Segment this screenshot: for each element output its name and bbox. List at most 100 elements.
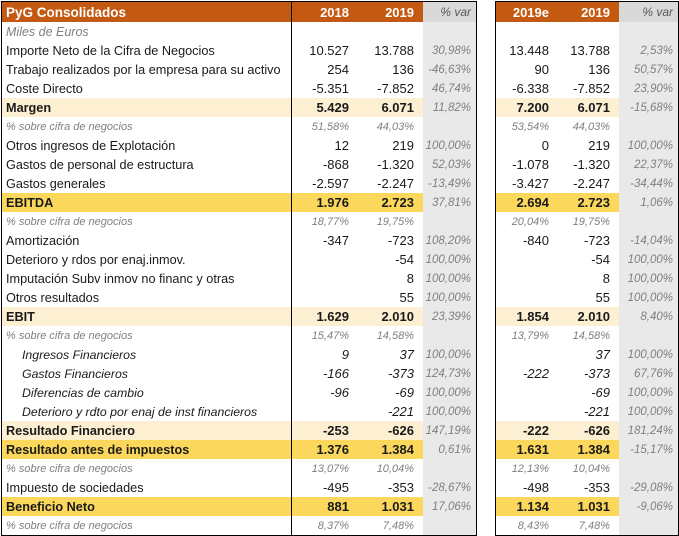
cell-2019e: 20,04% xyxy=(511,215,549,228)
row-label: % sobre cifra de negocios xyxy=(2,516,292,535)
cell-2019: 1.031 xyxy=(358,497,423,516)
row-label: Otros ingresos de Explotación xyxy=(2,136,292,155)
cell-2019: -69 xyxy=(591,385,610,400)
row-label: Resultado Financiero xyxy=(2,421,292,440)
cell-var-2018-2019: 100,00% xyxy=(423,383,476,402)
row-label: % sobre cifra de negocios xyxy=(2,326,292,345)
cell-var-2018-2019: 100,00% xyxy=(423,288,476,307)
cell-2018 xyxy=(292,22,358,41)
cell-2019: 44,03% xyxy=(572,120,610,133)
cell-var-2019e-2019: 100,00% xyxy=(619,269,678,288)
cell-2019: 10,04% xyxy=(572,462,610,475)
cell-var-2019e-2019: -14,04% xyxy=(619,231,678,250)
cell-var-2018-2019: 52,03% xyxy=(423,155,476,174)
cell-2019: 8 xyxy=(406,271,414,286)
cell-var-2018-2019: 46,74% xyxy=(423,79,476,98)
cell-var-2018-2019: -46,63% xyxy=(423,60,476,79)
cell-var-2018-2019: 11,82% xyxy=(423,98,476,117)
cell-2019: -7.852 xyxy=(573,81,610,96)
row-label: Margen xyxy=(2,98,292,117)
cell-2018: 9 xyxy=(341,347,349,362)
cell-var-2019e-2019 xyxy=(619,117,678,136)
cell-2018: 51,58% xyxy=(311,120,349,133)
cell-var-2019e-2019: 1,06% xyxy=(619,193,678,212)
cell-2019: -7.852 xyxy=(377,81,414,96)
cell-2019: 219 xyxy=(588,138,610,153)
cell-var-2018-2019: 100,00% xyxy=(423,250,476,269)
cell-2019: -373 xyxy=(387,366,414,381)
cell-2019e: 90 xyxy=(534,62,549,77)
cell-var-2018-2019 xyxy=(423,459,476,478)
row-label: Importe Neto de la Cifra de Negocios xyxy=(2,41,292,60)
cell-2018 xyxy=(292,288,358,307)
cell-2019: -221 xyxy=(583,404,610,419)
pnl-table-estimate-vs-actual: 2019e 2019 % var 13.448 13.788 2,53% 90 136 5… xyxy=(495,1,679,536)
cell-2019: -54 xyxy=(395,252,414,267)
column-header-2018: 2018 xyxy=(292,2,358,22)
cell-2019e xyxy=(496,250,558,269)
cell-2019e: -3.427 xyxy=(512,176,549,191)
cell-2019: 2.010 xyxy=(558,307,619,326)
cell-2019: 37 xyxy=(399,347,414,362)
cell-2019e: 7.200 xyxy=(496,98,558,117)
cell-var-2019e-2019: 50,57% xyxy=(619,60,678,79)
cell-var-2019e-2019: 22,37% xyxy=(619,155,678,174)
cell-2019: 55 xyxy=(399,290,414,305)
cell-var-2019e-2019: 100,00% xyxy=(619,288,678,307)
cell-2019: -1.320 xyxy=(573,157,610,172)
cell-2018: -868 xyxy=(322,157,349,172)
cell-var-2019e-2019: -29,08% xyxy=(619,478,678,497)
cell-2019: 44,03% xyxy=(376,120,414,133)
cell-2019: -221 xyxy=(387,404,414,419)
cell-2019e xyxy=(496,288,558,307)
cell-var-2018-2019: 100,00% xyxy=(423,402,476,421)
row-label: Diferencias de cambio xyxy=(2,383,292,402)
cell-2019: -2.247 xyxy=(377,176,414,191)
cell-2019: 6.071 xyxy=(558,98,619,117)
cell-2019: 55 xyxy=(595,290,610,305)
row-label: Coste Directo xyxy=(2,79,292,98)
cell-var-2018-2019: 100,00% xyxy=(423,136,476,155)
cell-2019: 1.031 xyxy=(558,497,619,516)
cell-2019e: 1.134 xyxy=(496,497,558,516)
cell-var-2019e-2019 xyxy=(619,326,678,345)
cell-2018: -166 xyxy=(322,366,349,381)
cell-2019e: 8,43% xyxy=(517,519,549,532)
row-label: Gastos generales xyxy=(2,174,292,193)
cell-2018: 1.376 xyxy=(292,440,358,459)
cell-2019e xyxy=(496,269,558,288)
cell-var-2018-2019: -13,49% xyxy=(423,174,476,193)
cell-2019: 14,58% xyxy=(376,329,414,342)
cell-var-2018-2019: 100,00% xyxy=(423,269,476,288)
cell-var-2019e-2019: -15,68% xyxy=(619,98,678,117)
cell-2019: -626 xyxy=(558,421,619,440)
cell-var-2019e-2019 xyxy=(619,459,678,478)
cell-2018: 254 xyxy=(327,62,349,77)
cell-var-2018-2019: 37,81% xyxy=(423,193,476,212)
column-header-var-left: % var xyxy=(423,2,476,22)
cell-2019: 2.723 xyxy=(358,193,423,212)
cell-2019e: 12,13% xyxy=(511,462,549,475)
column-header-2019e: 2019e xyxy=(496,2,558,22)
cell-2019e: 1.631 xyxy=(496,440,558,459)
cell-var-2018-2019: 147,19% xyxy=(423,421,476,440)
row-label: Imputación Subv inmov no financ y otras xyxy=(2,269,292,288)
cell-2018 xyxy=(292,402,358,421)
cell-2019e: 0 xyxy=(541,138,549,153)
cell-2018: -347 xyxy=(322,233,349,248)
cell-2019: 14,58% xyxy=(572,329,610,342)
cell-2019: -723 xyxy=(583,233,610,248)
row-label: Gastos Financieros xyxy=(2,364,292,383)
cell-2019: 10,04% xyxy=(376,462,414,475)
cell-var-2019e-2019: 8,40% xyxy=(619,307,678,326)
cell-2019: -2.247 xyxy=(573,176,610,191)
cell-2019e xyxy=(496,383,558,402)
cell-var-2018-2019: 124,73% xyxy=(423,364,476,383)
cell-2018: -96 xyxy=(330,385,349,400)
cell-2019e: -222 xyxy=(522,366,549,381)
cell-var-2018-2019: 100,00% xyxy=(423,345,476,364)
row-label: Trabajo realizados por la empresa para s… xyxy=(2,60,292,79)
cell-2018: -253 xyxy=(292,421,358,440)
row-label: Beneficio Neto xyxy=(2,497,292,516)
cell-2018: 1.976 xyxy=(292,193,358,212)
